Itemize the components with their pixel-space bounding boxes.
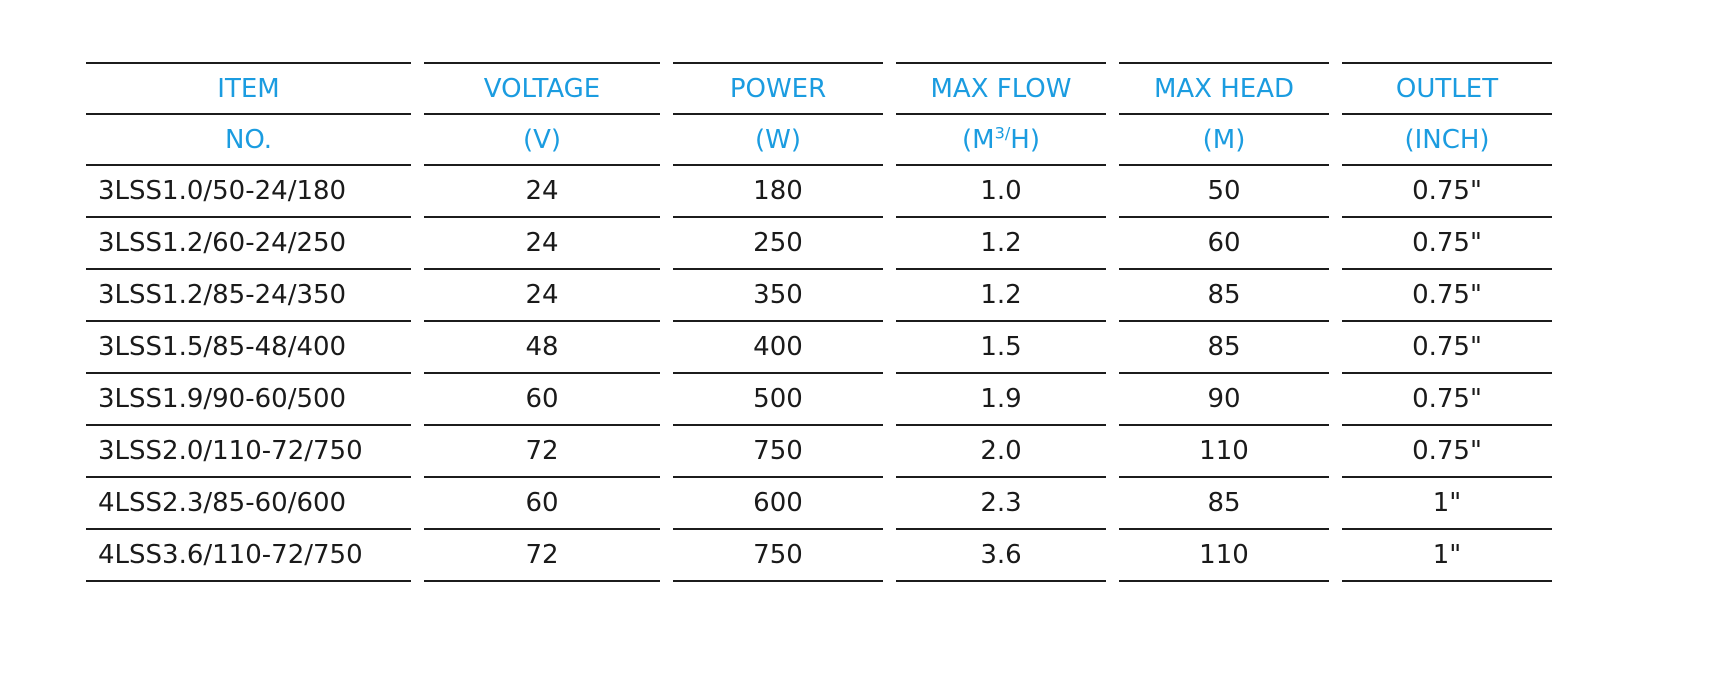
unit-max-flow-superscript: 3/ xyxy=(994,122,1011,142)
item-no-cell: 3LSS1.2/60-24/250 xyxy=(86,218,411,270)
header-voltage: VOLTAGE xyxy=(424,62,660,115)
table-row: 3LSS1.5/85-48/400 48 400 1.5 85 0.75" xyxy=(86,322,1552,374)
unit-max-head: (M) xyxy=(1119,115,1329,166)
outlet-cell: 0.75" xyxy=(1342,426,1552,478)
power-cell: 250 xyxy=(673,218,883,270)
item-no-cell: 3LSS2.0/110-72/750 xyxy=(86,426,411,478)
voltage-cell: 24 xyxy=(424,166,660,218)
header-power: POWER xyxy=(673,62,883,115)
max-flow-cell: 1.0 xyxy=(896,166,1106,218)
table-row: 4LSS2.3/85-60/600 60 600 2.3 85 1" xyxy=(86,478,1552,530)
unit-max-flow: (M3/H) xyxy=(896,115,1106,166)
max-flow-cell: 1.9 xyxy=(896,374,1106,426)
voltage-cell: 60 xyxy=(424,374,660,426)
power-cell: 180 xyxy=(673,166,883,218)
max-flow-cell: 1.2 xyxy=(896,218,1106,270)
outlet-cell: 0.75" xyxy=(1342,270,1552,322)
table-row: 3LSS1.2/85-24/350 24 350 1.2 85 0.75" xyxy=(86,270,1552,322)
max-head-cell: 85 xyxy=(1119,270,1329,322)
voltage-cell: 72 xyxy=(424,530,660,582)
max-head-cell: 90 xyxy=(1119,374,1329,426)
max-flow-cell: 1.5 xyxy=(896,322,1106,374)
voltage-cell: 48 xyxy=(424,322,660,374)
unit-outlet: (INCH) xyxy=(1342,115,1552,166)
max-head-cell: 50 xyxy=(1119,166,1329,218)
table-row: 3LSS1.2/60-24/250 24 250 1.2 60 0.75" xyxy=(86,218,1552,270)
item-no-cell: 4LSS2.3/85-60/600 xyxy=(86,478,411,530)
max-head-cell: 110 xyxy=(1119,530,1329,582)
max-head-cell: 85 xyxy=(1119,478,1329,530)
outlet-cell: 0.75" xyxy=(1342,166,1552,218)
table-row: 4LSS3.6/110-72/750 72 750 3.6 110 1" xyxy=(86,530,1552,582)
voltage-cell: 24 xyxy=(424,270,660,322)
table-header: ITEM VOLTAGE POWER MAX FLOW MAX HEAD OUT… xyxy=(86,62,1552,166)
unit-max-flow-suffix: H) xyxy=(1010,124,1040,155)
max-head-cell: 85 xyxy=(1119,322,1329,374)
unit-voltage: (V) xyxy=(424,115,660,166)
header-title-row: ITEM VOLTAGE POWER MAX FLOW MAX HEAD OUT… xyxy=(86,62,1552,115)
header-unit-row: NO. (V) (W) (M3/H) (M) (INCH) xyxy=(86,115,1552,166)
voltage-cell: 72 xyxy=(424,426,660,478)
power-cell: 400 xyxy=(673,322,883,374)
unit-item: NO. xyxy=(86,115,411,166)
outlet-cell: 0.75" xyxy=(1342,374,1552,426)
header-max-flow: MAX FLOW xyxy=(896,62,1106,115)
max-flow-cell: 2.0 xyxy=(896,426,1106,478)
item-no-cell: 3LSS1.0/50-24/180 xyxy=(86,166,411,218)
outlet-cell: 0.75" xyxy=(1342,322,1552,374)
item-no-cell: 3LSS1.9/90-60/500 xyxy=(86,374,411,426)
unit-power: (W) xyxy=(673,115,883,166)
power-cell: 750 xyxy=(673,530,883,582)
item-no-cell: 3LSS1.2/85-24/350 xyxy=(86,270,411,322)
pump-spec-table-container: ITEM VOLTAGE POWER MAX FLOW MAX HEAD OUT… xyxy=(73,62,1715,582)
voltage-cell: 60 xyxy=(424,478,660,530)
max-flow-cell: 1.2 xyxy=(896,270,1106,322)
outlet-cell: 1" xyxy=(1342,478,1552,530)
max-head-cell: 110 xyxy=(1119,426,1329,478)
table-body: 3LSS1.0/50-24/180 24 180 1.0 50 0.75" 3L… xyxy=(86,166,1552,582)
table-row: 3LSS2.0/110-72/750 72 750 2.0 110 0.75" xyxy=(86,426,1552,478)
header-max-head: MAX HEAD xyxy=(1119,62,1329,115)
power-cell: 500 xyxy=(673,374,883,426)
max-flow-cell: 2.3 xyxy=(896,478,1106,530)
table-row: 3LSS1.0/50-24/180 24 180 1.0 50 0.75" xyxy=(86,166,1552,218)
outlet-cell: 0.75" xyxy=(1342,218,1552,270)
header-outlet: OUTLET xyxy=(1342,62,1552,115)
pump-spec-table: ITEM VOLTAGE POWER MAX FLOW MAX HEAD OUT… xyxy=(73,62,1565,582)
outlet-cell: 1" xyxy=(1342,530,1552,582)
power-cell: 600 xyxy=(673,478,883,530)
power-cell: 350 xyxy=(673,270,883,322)
table-row: 3LSS1.9/90-60/500 60 500 1.9 90 0.75" xyxy=(86,374,1552,426)
power-cell: 750 xyxy=(673,426,883,478)
voltage-cell: 24 xyxy=(424,218,660,270)
unit-max-flow-prefix: (M xyxy=(962,124,995,155)
max-flow-cell: 3.6 xyxy=(896,530,1106,582)
header-item: ITEM xyxy=(86,62,411,115)
item-no-cell: 3LSS1.5/85-48/400 xyxy=(86,322,411,374)
item-no-cell: 4LSS3.6/110-72/750 xyxy=(86,530,411,582)
max-head-cell: 60 xyxy=(1119,218,1329,270)
